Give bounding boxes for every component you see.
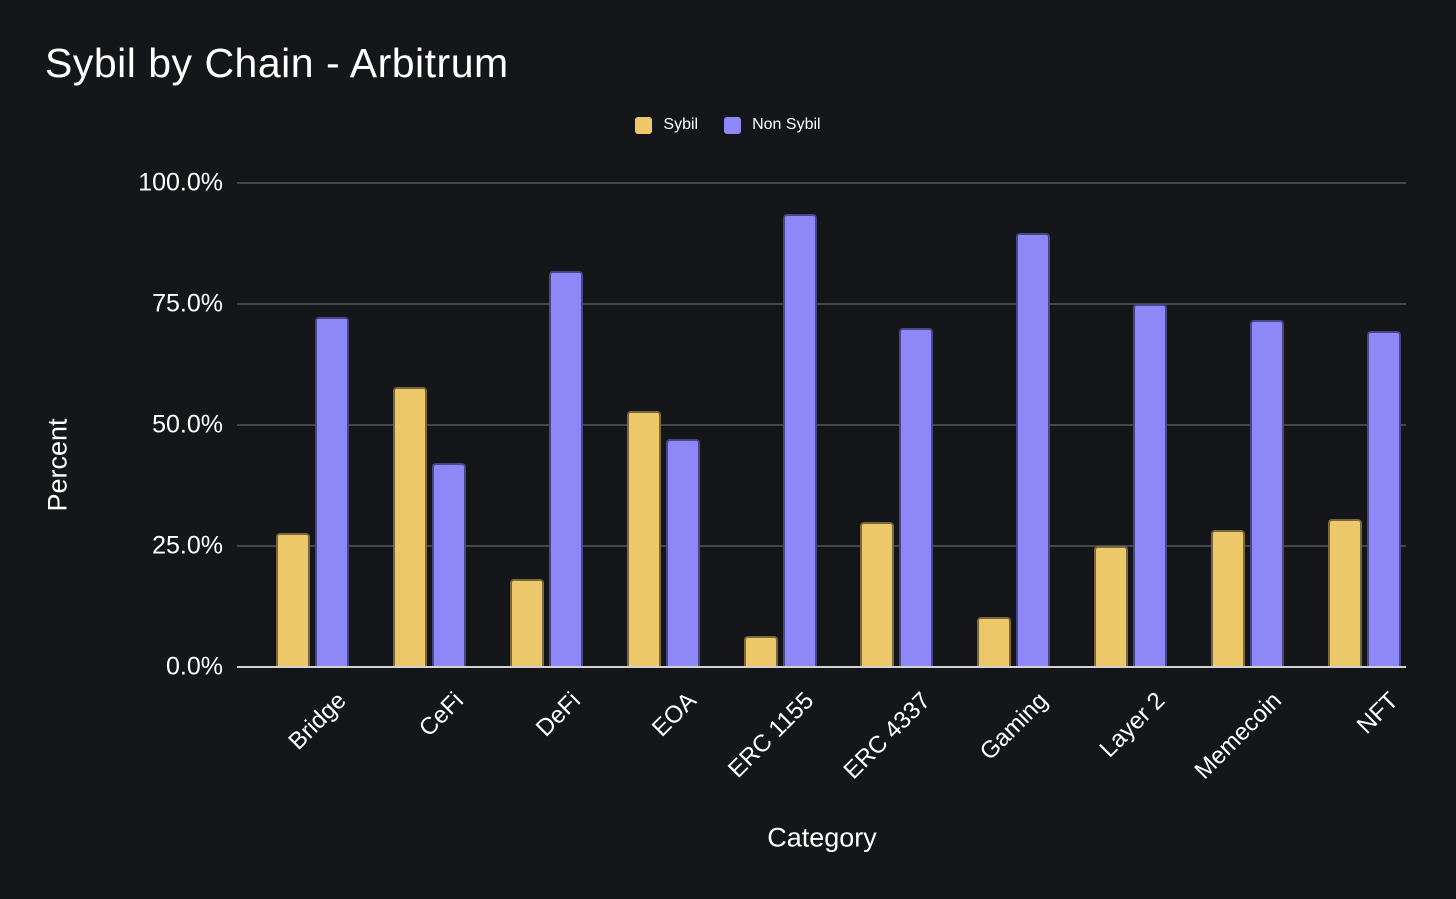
legend-swatch [635,116,653,134]
gridline-75 [237,303,1406,305]
legend-swatch [724,116,742,134]
gridline-25 [237,545,1406,547]
bar-sybil-defi[interactable] [509,578,544,667]
bar-non-sybil-gaming[interactable] [1016,232,1051,667]
bar-non-sybil-cefi[interactable] [431,463,466,667]
bar-non-sybil-nft[interactable] [1367,331,1402,667]
bar-sybil-bridge[interactable] [275,533,310,667]
y-tick-label: 50.0% [152,410,223,439]
bar-sybil-layer-2[interactable] [1094,545,1129,667]
x-tick-label-nft: NFT [1351,687,1404,740]
x-tick-label-erc-1155: ERC 1155 [723,687,820,784]
plot-area [237,182,1406,668]
x-tick-label-eoa: EOA [647,687,703,743]
legend: Sybil Non Sybil [0,116,1456,134]
x-tick-label-erc-4337: ERC 4337 [838,687,937,785]
x-axis-line [237,666,1406,668]
x-tick-label-layer-2: Layer 2 [1094,687,1170,763]
y-tick-label: 75.0% [152,289,223,318]
legend-item-non-sybil[interactable]: Non Sybil [724,116,821,134]
y-axis: 0.0% 25.0% 50.0% 75.0% 100.0% [0,169,223,681]
bar-non-sybil-defi[interactable] [548,271,583,667]
x-tick-label-defi: DeFi [530,687,586,743]
y-axis-title: Percent [42,418,73,512]
bar-non-sybil-bridge[interactable] [314,316,349,667]
bar-non-sybil-memecoin[interactable] [1250,320,1285,667]
bar-sybil-erc-1155[interactable] [743,635,778,667]
bar-non-sybil-layer-2[interactable] [1133,304,1168,667]
bar-sybil-gaming[interactable] [977,617,1012,667]
bar-sybil-cefi[interactable] [392,386,427,667]
legend-item-sybil[interactable]: Sybil [635,116,698,134]
bar-non-sybil-eoa[interactable] [665,438,700,667]
y-tick-label: 0.0% [166,652,223,681]
bar-sybil-memecoin[interactable] [1211,529,1246,667]
x-axis: Bridge CeFi DeFi EOA ERC 1155 ERC 4337 Gaming L… [237,667,1406,827]
x-axis-title: Category [767,822,877,853]
bar-sybil-nft[interactable] [1328,518,1363,667]
y-tick-label: 100.0% [138,168,223,197]
y-tick-label: 25.0% [152,531,223,560]
gridline-100 [237,182,1406,184]
x-tick-label-cefi: CeFi [413,687,469,743]
bar-sybil-eoa[interactable] [626,411,661,667]
x-tick-label-gaming: Gaming [974,687,1054,766]
legend-label: Non Sybil [752,116,821,133]
bar-sybil-erc-4337[interactable] [860,522,895,667]
x-tick-label-bridge: Bridge [283,687,352,756]
chart-title: Sybil by Chain - Arbitrum [45,40,509,86]
bar-non-sybil-erc-4337[interactable] [899,327,934,667]
gridline-50 [237,424,1406,426]
x-tick-label-memecoin: Memecoin [1189,687,1287,785]
legend-label: Sybil [663,116,699,133]
bar-non-sybil-erc-1155[interactable] [782,214,817,667]
